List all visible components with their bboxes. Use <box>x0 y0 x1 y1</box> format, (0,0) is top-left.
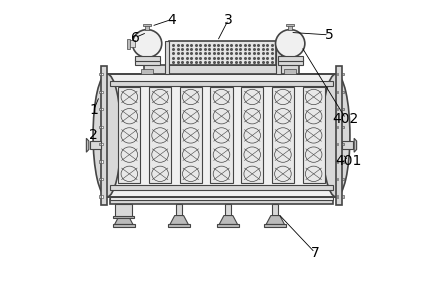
Bar <box>110 185 333 190</box>
Bar <box>101 160 103 163</box>
Bar <box>107 74 336 197</box>
Text: 4: 4 <box>167 12 175 27</box>
Bar <box>149 87 171 184</box>
Bar <box>342 178 344 180</box>
Polygon shape <box>219 215 237 224</box>
Bar <box>278 56 303 61</box>
Bar <box>135 56 159 61</box>
Bar <box>99 178 101 180</box>
Bar <box>101 108 103 110</box>
Bar <box>180 87 202 184</box>
Polygon shape <box>266 215 284 224</box>
Bar <box>135 59 159 65</box>
Ellipse shape <box>276 30 305 58</box>
Bar <box>101 125 103 128</box>
Bar <box>337 195 338 198</box>
Bar <box>101 73 103 76</box>
Bar <box>276 41 280 74</box>
Text: 2: 2 <box>89 128 98 142</box>
Bar <box>342 160 344 163</box>
Polygon shape <box>86 138 89 152</box>
Bar <box>120 204 127 215</box>
Bar <box>342 125 344 128</box>
Text: 3: 3 <box>224 12 233 27</box>
Bar <box>110 199 333 204</box>
Bar <box>115 204 132 215</box>
Polygon shape <box>354 138 357 152</box>
Bar <box>342 73 344 76</box>
Bar <box>210 87 233 184</box>
Bar <box>303 87 325 184</box>
Bar <box>99 91 101 93</box>
Bar <box>143 24 151 26</box>
Bar <box>342 195 344 198</box>
Bar <box>342 91 344 93</box>
Text: 7: 7 <box>311 246 319 260</box>
Bar <box>99 160 101 163</box>
Text: 6: 6 <box>131 31 140 45</box>
Bar <box>337 125 338 128</box>
Bar <box>145 25 149 30</box>
Bar <box>337 143 338 145</box>
Bar <box>110 197 333 200</box>
Bar <box>169 41 276 65</box>
Bar <box>272 87 294 184</box>
Bar <box>337 160 338 163</box>
Bar <box>337 108 338 110</box>
Bar <box>264 224 286 227</box>
Bar <box>165 41 169 74</box>
Bar <box>176 204 182 215</box>
Bar <box>241 87 263 184</box>
Polygon shape <box>115 215 133 224</box>
Bar <box>272 204 278 215</box>
Bar <box>337 73 338 76</box>
Bar <box>101 91 103 93</box>
Bar <box>278 59 303 65</box>
Bar <box>218 224 239 227</box>
Bar <box>99 108 101 110</box>
Bar <box>99 143 101 145</box>
Bar <box>99 73 101 76</box>
Ellipse shape <box>132 30 162 58</box>
Bar <box>113 215 134 218</box>
Bar <box>110 81 333 86</box>
Bar <box>336 66 342 205</box>
Text: 5: 5 <box>325 28 334 42</box>
Bar <box>342 141 354 149</box>
Bar <box>101 143 103 145</box>
Text: 401: 401 <box>335 153 362 168</box>
Bar <box>144 65 299 74</box>
Bar <box>141 69 153 74</box>
Bar <box>101 178 103 180</box>
Bar <box>99 195 101 198</box>
Bar <box>99 125 101 128</box>
Text: 1: 1 <box>89 103 98 117</box>
Bar <box>101 66 107 205</box>
Bar <box>168 224 190 227</box>
Bar <box>101 195 103 198</box>
Bar <box>286 24 294 26</box>
Text: 402: 402 <box>333 112 359 126</box>
Bar <box>127 39 130 49</box>
Bar <box>129 40 135 47</box>
Bar <box>113 224 135 227</box>
Bar <box>342 143 344 145</box>
Bar <box>284 69 296 74</box>
Bar <box>337 91 338 93</box>
Ellipse shape <box>93 74 121 197</box>
Bar <box>342 108 344 110</box>
Bar <box>225 204 231 215</box>
Bar <box>337 178 338 180</box>
Bar <box>288 25 292 30</box>
Bar <box>89 141 101 149</box>
Ellipse shape <box>322 74 350 197</box>
Bar <box>118 87 140 184</box>
Polygon shape <box>170 215 188 224</box>
